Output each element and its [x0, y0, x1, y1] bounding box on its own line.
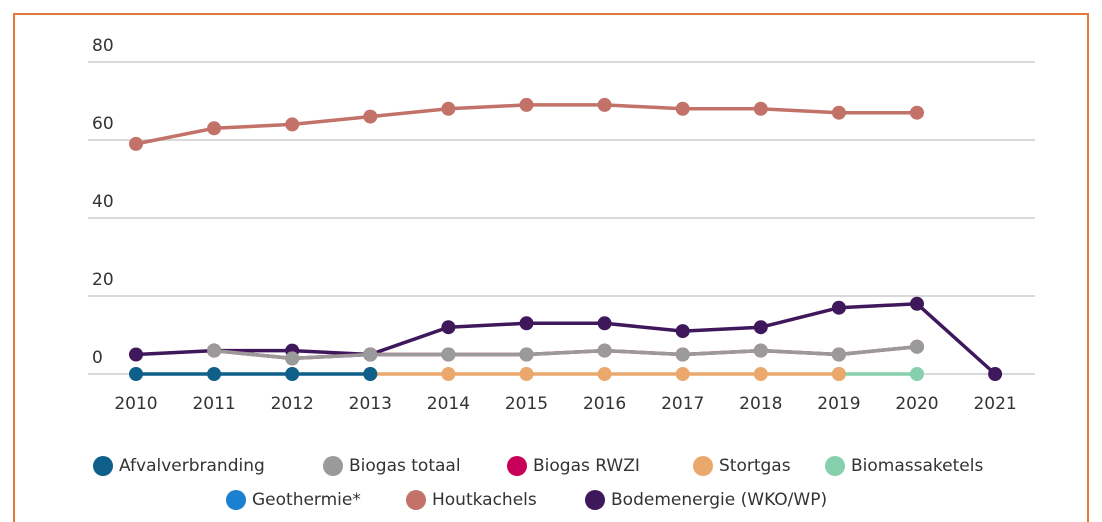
marker: [441, 320, 456, 335]
marker: [129, 136, 143, 151]
marker: [597, 316, 612, 331]
x-tick-label: 2018: [739, 394, 782, 414]
x-tick-label: 2015: [505, 394, 548, 414]
x-tick-label: 2011: [192, 394, 235, 414]
frame: [13, 13, 1089, 522]
y-tick-label: 20: [92, 270, 114, 290]
marker: [363, 347, 378, 362]
marker: [597, 343, 612, 358]
x-tick-label: 2013: [349, 394, 392, 414]
legend-swatch: [507, 456, 527, 476]
marker: [285, 351, 300, 366]
marker: [129, 347, 143, 362]
x-tick-label: 2021: [973, 394, 1016, 414]
x-tick-label: 2010: [114, 394, 157, 414]
legend-label: Biogas RWZI: [533, 456, 640, 476]
marker: [910, 367, 924, 381]
marker: [831, 367, 846, 381]
marker: [519, 316, 534, 331]
x-tick-label: 2017: [661, 394, 704, 414]
x-tick-label: 2020: [895, 394, 938, 414]
marker: [519, 367, 534, 381]
marker: [675, 101, 690, 116]
marker: [753, 101, 768, 116]
y-tick-label: 0: [92, 348, 103, 368]
marker: [753, 367, 768, 381]
marker: [441, 367, 456, 381]
marker: [597, 367, 612, 381]
legend-label: Geothermie*: [252, 490, 361, 510]
marker: [285, 117, 300, 132]
marker: [441, 101, 456, 116]
x-tick-label: 2016: [583, 394, 626, 414]
marker: [831, 300, 846, 315]
marker: [207, 343, 222, 358]
marker: [753, 320, 768, 335]
series-line: [213, 344, 918, 361]
marker: [207, 367, 222, 381]
legend-swatch: [693, 456, 713, 476]
y-tick-label: 40: [92, 192, 114, 212]
legend-label: Bodemenergie (WKO/WP): [611, 490, 827, 510]
legend-label: Houtkachels: [432, 490, 537, 510]
marker: [910, 296, 924, 311]
marker: [675, 367, 690, 381]
marker: [753, 343, 768, 358]
legend-label: Afvalverbranding: [119, 456, 265, 476]
marker: [519, 97, 534, 112]
marker: [597, 97, 612, 112]
legend-swatch: [406, 490, 426, 510]
legend-label: Stortgas: [719, 456, 791, 476]
marker: [363, 109, 378, 124]
marker: [910, 105, 924, 120]
y-tick-label: 80: [92, 36, 114, 56]
marker: [988, 367, 1003, 381]
y-tick-label: 60: [92, 114, 114, 134]
marker: [207, 121, 222, 136]
x-tick-label: 2014: [427, 394, 470, 414]
legend-label: Biogas totaal: [349, 456, 461, 476]
legend-label: Biomassaketels: [851, 456, 983, 476]
marker: [675, 347, 690, 362]
marker: [363, 367, 378, 381]
marker: [285, 367, 300, 381]
marker: [441, 347, 456, 362]
legend-swatch: [825, 456, 845, 476]
x-tick-label: 2019: [817, 394, 860, 414]
legend-swatch: [93, 456, 113, 476]
marker: [519, 347, 534, 362]
marker: [675, 324, 690, 339]
marker: [910, 339, 924, 354]
legend-swatch: [585, 490, 605, 510]
marker: [129, 367, 143, 381]
marker: [831, 347, 846, 362]
legend-swatch: [226, 490, 246, 510]
legend-swatch: [323, 456, 343, 476]
series-line: [135, 302, 997, 376]
x-tick-label: 2012: [271, 394, 314, 414]
marker: [831, 105, 846, 120]
